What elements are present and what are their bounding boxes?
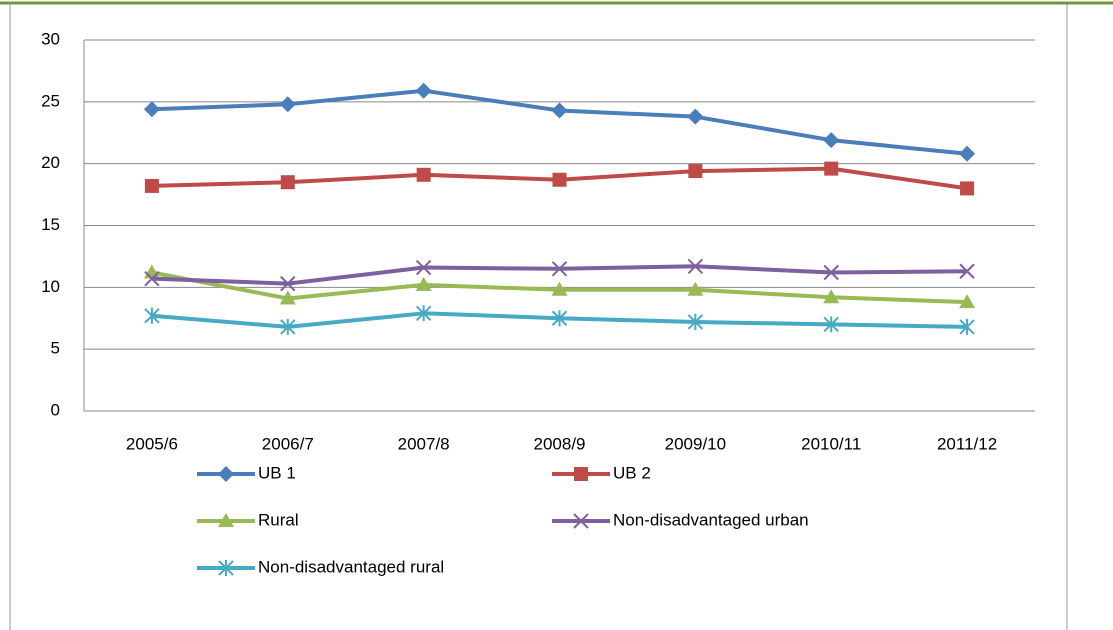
legend-label: UB 2 [613, 463, 651, 482]
marker [280, 175, 295, 190]
marker [687, 281, 704, 296]
series-line [151, 88, 968, 156]
legend-label: Rural [258, 510, 299, 529]
marker [279, 290, 296, 305]
marker [415, 82, 432, 99]
marker [279, 96, 296, 113]
x-tick-label: 2009/10 [665, 434, 726, 453]
marker [551, 261, 568, 277]
marker [824, 161, 839, 176]
marker [687, 258, 704, 275]
marker [551, 310, 568, 327]
x-tick-label: 2006/7 [262, 434, 314, 453]
legend-label: Non-disadvantaged urban [613, 510, 809, 529]
marker [687, 313, 704, 330]
marker [415, 259, 432, 276]
legend-marker [574, 467, 588, 481]
x-tick-label: 2011/12 [937, 434, 997, 453]
marker [552, 172, 567, 187]
y-tick-label: 20 [41, 153, 60, 172]
marker [823, 132, 840, 149]
legend-marker [218, 513, 234, 527]
marker [143, 101, 160, 118]
marker [687, 108, 704, 125]
marker [143, 264, 160, 279]
legend-marker [218, 560, 234, 576]
y-tick-label: 10 [41, 277, 60, 296]
marker [280, 318, 296, 335]
marker [416, 167, 431, 182]
marker [823, 289, 840, 304]
marker [551, 102, 568, 119]
marker [280, 275, 296, 292]
x-tick-label: 2008/9 [534, 434, 586, 453]
y-tick-label: 15 [41, 215, 60, 234]
marker [688, 164, 703, 179]
x-tick-label: 2007/8 [398, 434, 450, 453]
x-tick-label: 2010/11 [801, 434, 861, 453]
marker [144, 178, 159, 193]
marker [415, 305, 432, 322]
marker [960, 181, 975, 196]
marker [551, 281, 568, 296]
y-tick-label: 0 [51, 400, 60, 419]
y-tick-label: 25 [41, 91, 60, 110]
marker [823, 264, 839, 281]
marker [959, 263, 975, 279]
legend-marker [573, 513, 589, 529]
legend-label: Non-disadvantaged rural [258, 557, 444, 576]
marker [959, 318, 975, 335]
marker [144, 307, 160, 324]
legend-label: UB 1 [258, 463, 296, 482]
x-tick-label: 2005/6 [126, 434, 178, 453]
marker [823, 316, 839, 333]
y-tick-label: 5 [51, 339, 60, 358]
marker [415, 276, 432, 291]
legend-marker [218, 466, 234, 482]
marker [144, 270, 160, 287]
y-tick-label: 30 [41, 29, 60, 48]
marker [959, 145, 976, 162]
marker [959, 294, 976, 309]
